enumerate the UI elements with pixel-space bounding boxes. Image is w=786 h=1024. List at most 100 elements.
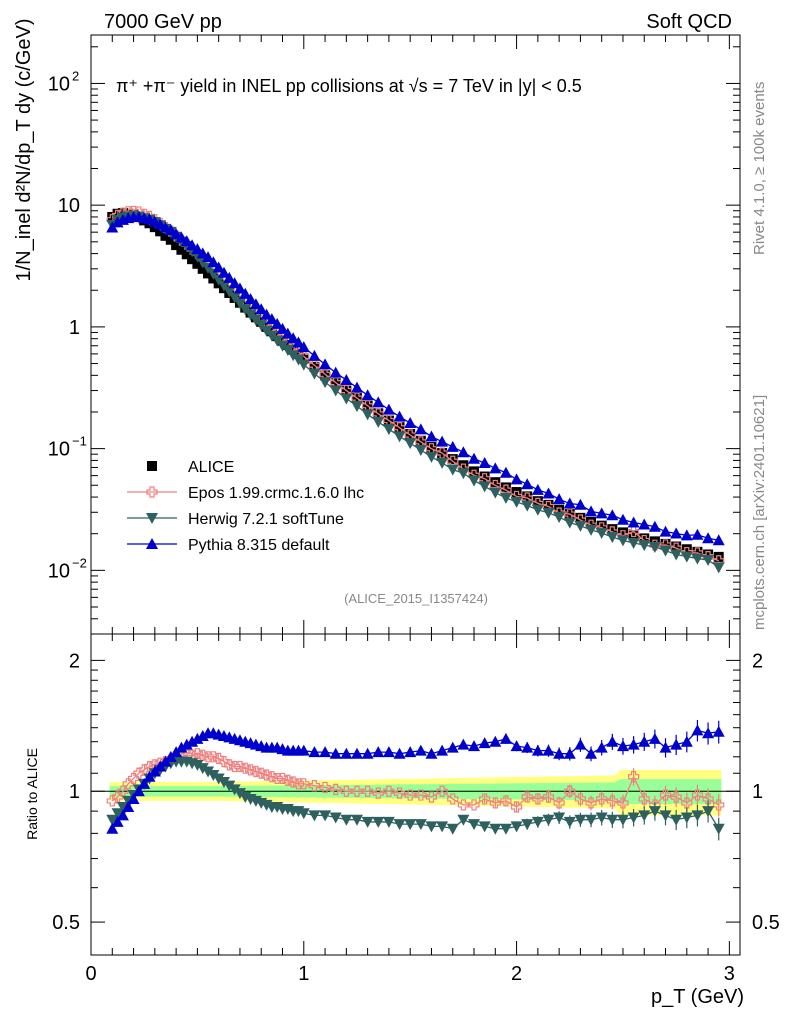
main-point: [340, 393, 353, 405]
ratio-point: [563, 816, 576, 828]
ratio-point: [702, 793, 714, 805]
main-point: [271, 317, 284, 329]
ratio-point: [670, 791, 682, 803]
ratio-point: [616, 740, 629, 752]
ratio-y-axis-label: Ratio to ALICE: [24, 748, 40, 840]
main-point: [532, 496, 543, 507]
main-point: [457, 446, 470, 458]
ratio-point: [564, 785, 576, 797]
ratio-point: [260, 769, 273, 781]
main-point: [298, 353, 309, 364]
main-point: [287, 332, 300, 344]
main-point: [414, 444, 427, 456]
ratio-point: [585, 747, 598, 759]
main-point: [628, 525, 640, 538]
ratio-point: [191, 748, 203, 760]
ratio-point: [489, 797, 501, 809]
ratio-point: [585, 797, 597, 809]
main-point: [596, 520, 607, 531]
ratio-y-tick-label-left: 1: [69, 781, 80, 803]
ratio-point: [521, 791, 533, 803]
main-point: [616, 535, 629, 547]
ratio-point: [414, 819, 427, 831]
ratio-y-tick-label-left: 2: [69, 650, 80, 672]
main-point: [308, 349, 321, 361]
ratio-point: [116, 801, 129, 813]
main-point: [308, 368, 321, 380]
ratio-point: [479, 793, 491, 805]
main-point: [223, 271, 236, 283]
ratio-y-tick-label-right: 2: [752, 650, 763, 672]
y-tick-label: 10: [48, 560, 70, 582]
ratio-point: [191, 759, 204, 771]
ratio-point: [282, 774, 294, 786]
legend-marker: [146, 513, 158, 524]
ratio-point: [670, 738, 683, 750]
ratio-point: [638, 735, 651, 747]
y-tick-exponent: −1: [72, 434, 87, 449]
ratio-point: [659, 741, 672, 753]
main-point: [670, 527, 683, 539]
main-point: [404, 438, 417, 450]
ratio-point: [250, 765, 262, 778]
ratio-point: [175, 741, 188, 753]
ratio-point: [383, 785, 395, 797]
ratio-point: [382, 816, 395, 828]
main-point: [680, 551, 693, 563]
plot-title: π⁺ +π⁻ yield in INEL pp collisions at √s…: [116, 76, 582, 96]
main-point: [207, 256, 220, 268]
ratio-point: [553, 747, 566, 759]
main-point: [255, 320, 268, 332]
ratio-point: [425, 747, 438, 759]
ratio-point: [308, 780, 321, 792]
ratio-point: [712, 725, 725, 737]
main-point: [499, 492, 512, 504]
main-point: [255, 303, 268, 315]
ratio-point: [319, 810, 332, 822]
ratio-point: [340, 785, 352, 797]
ratio-point: [521, 741, 534, 753]
ratio-point: [542, 744, 555, 756]
ratio-point: [319, 746, 332, 758]
ratio-point: [329, 812, 342, 824]
ratio-point: [191, 732, 204, 744]
main-point: [468, 452, 481, 464]
ratio-point: [207, 751, 219, 763]
ratio-point: [659, 789, 672, 801]
ratio-point: [702, 806, 715, 818]
main-point: [350, 401, 363, 413]
ratio-point: [350, 814, 363, 826]
main-point: [292, 336, 305, 348]
main-point: [171, 240, 182, 251]
main-point: [446, 464, 459, 476]
ratio-point: [415, 789, 427, 801]
ratio-point: [563, 747, 576, 759]
main-point: [425, 430, 438, 442]
main-point: [202, 251, 215, 263]
main-point: [372, 416, 385, 428]
ratio-point: [574, 793, 587, 805]
ratio-point: [648, 806, 661, 818]
ratio-point: [382, 746, 395, 758]
main-point: [165, 234, 176, 245]
ratio-point: [372, 746, 385, 758]
ratio-point: [414, 744, 427, 756]
main-y-axis-label: 1/N_inel d²N/dp_T dy (c/GeV): [13, 18, 35, 281]
ratio-point: [298, 778, 310, 790]
main-point: [287, 350, 300, 362]
ratio-point: [531, 816, 544, 828]
main-point: [265, 313, 278, 325]
ratio-point: [393, 747, 406, 759]
x-axis-label: p_T (GeV): [651, 986, 744, 1008]
main-point: [415, 435, 426, 446]
ratio-point: [276, 772, 289, 785]
ratio-point: [638, 793, 650, 805]
ratio-point: [393, 787, 406, 799]
main-point: [436, 435, 449, 447]
ratio-point: [713, 799, 725, 811]
main-point: [712, 562, 725, 574]
main-point: [692, 546, 703, 557]
ratio-point: [670, 814, 683, 826]
legend-label: Herwig 7.2.1 softTune: [188, 511, 344, 528]
legend-label: ALICE: [188, 459, 234, 476]
